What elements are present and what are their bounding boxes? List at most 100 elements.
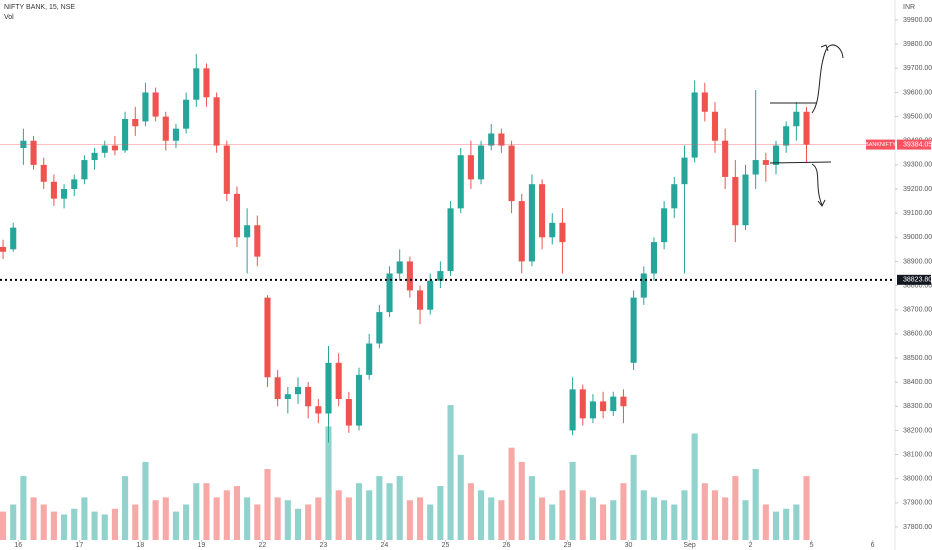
candle-body (91, 152, 98, 161)
candle-body (284, 394, 291, 400)
candle-body (61, 189, 68, 199)
candle-body (762, 160, 769, 165)
volume-bar (518, 461, 525, 540)
volume-bar (650, 497, 658, 540)
volume-bar (71, 508, 78, 540)
volume-bar (742, 500, 749, 540)
x-tick-label: Sep (683, 542, 696, 549)
volume-bar (223, 490, 230, 540)
volume-bar (132, 504, 139, 540)
volume-bar (294, 508, 302, 540)
last-price-name: BANKNIFTY (865, 142, 896, 148)
candle-body (142, 92, 149, 122)
candle-body (661, 208, 668, 243)
volume-bar (691, 433, 698, 540)
volume-bar (681, 490, 688, 540)
y-tick-label: 39000.00 (903, 234, 932, 241)
volume-bar (386, 483, 393, 540)
drawn-arrow (811, 44, 844, 114)
candle-body (437, 271, 444, 281)
volume-bar (701, 483, 708, 540)
y-tick-label: 38200.00 (903, 427, 932, 434)
volume-bar (478, 490, 485, 540)
candle-body (528, 184, 535, 262)
candle-body (701, 92, 708, 112)
last-price-label: 39384.05 (903, 141, 932, 148)
candle-body (589, 401, 596, 419)
volume-bar (376, 476, 383, 540)
volume-bar (661, 500, 668, 540)
volume-bar (122, 476, 129, 540)
y-tick-label: 39100.00 (903, 210, 932, 217)
volume-bar (579, 490, 586, 540)
candle-body (223, 145, 230, 194)
candle-body (539, 184, 546, 238)
volume-bar (193, 483, 200, 540)
candle-body (416, 290, 424, 310)
drawings (769, 44, 844, 207)
candle-body (254, 225, 261, 257)
y-tick-label: 37900.00 (903, 500, 932, 507)
arrow-head (817, 199, 826, 207)
volume-bar (10, 504, 17, 540)
volume-bar (783, 508, 790, 540)
candle-body (274, 377, 281, 400)
level-label-box (897, 274, 931, 285)
y-tick-label: 38900.00 (903, 258, 932, 265)
candle-body (376, 312, 383, 344)
candle-body (711, 111, 719, 141)
candle-body (600, 401, 607, 412)
x-tick-label: 22 (258, 542, 266, 549)
candle-body (478, 145, 485, 180)
volume-bar (91, 511, 98, 540)
candle-body (162, 116, 169, 141)
candle-body (793, 111, 800, 127)
y-tick-label: 38700.00 (903, 307, 932, 314)
volume-bar (274, 497, 281, 540)
candle-body (447, 208, 454, 272)
candle-body (101, 145, 108, 153)
x-tick-label: 19 (197, 542, 205, 549)
candle-body (549, 222, 556, 238)
y-tick-label: 39600.00 (903, 89, 932, 96)
x-tick-label: 30 (625, 542, 633, 549)
y-tick-label: 39900.00 (903, 17, 932, 24)
volume-bar (589, 497, 596, 540)
candle-body (691, 92, 698, 158)
volume-bar (30, 497, 37, 540)
volume-bar (366, 490, 373, 540)
volume-bar (81, 497, 88, 540)
y-tick-label: 38000.00 (903, 476, 932, 483)
last-price-name-box (866, 139, 895, 150)
candle-body (183, 99, 190, 129)
volume-bar (213, 497, 220, 540)
x-tick-label: 26 (503, 542, 511, 549)
candle-body (0, 246, 7, 252)
volume-bar (539, 497, 546, 540)
y-tick-label: 38500.00 (903, 355, 932, 362)
candle-body (10, 227, 17, 250)
volume-bar (732, 476, 739, 540)
volume-bar (315, 497, 322, 540)
currency: INR (903, 4, 915, 11)
volume-label: Vol (4, 14, 14, 21)
candle-body (518, 201, 525, 262)
candle-body (650, 242, 658, 274)
candle-body (30, 140, 37, 165)
candle-body (620, 396, 627, 407)
volume-bar (284, 500, 291, 540)
y-tick-label: 38400.00 (903, 379, 932, 386)
volume-bar (528, 476, 535, 540)
x-tick-label: 6 (871, 542, 875, 549)
volume-bar (172, 511, 179, 540)
volume-bar (142, 461, 149, 540)
y-tick-label: 38300.00 (903, 403, 932, 410)
arrow-head (820, 44, 829, 52)
volume-bar (610, 500, 617, 540)
candle-body (457, 155, 464, 209)
candle-body (752, 160, 759, 175)
x-tick-label: 18 (136, 542, 144, 549)
volume-bar (559, 490, 566, 540)
